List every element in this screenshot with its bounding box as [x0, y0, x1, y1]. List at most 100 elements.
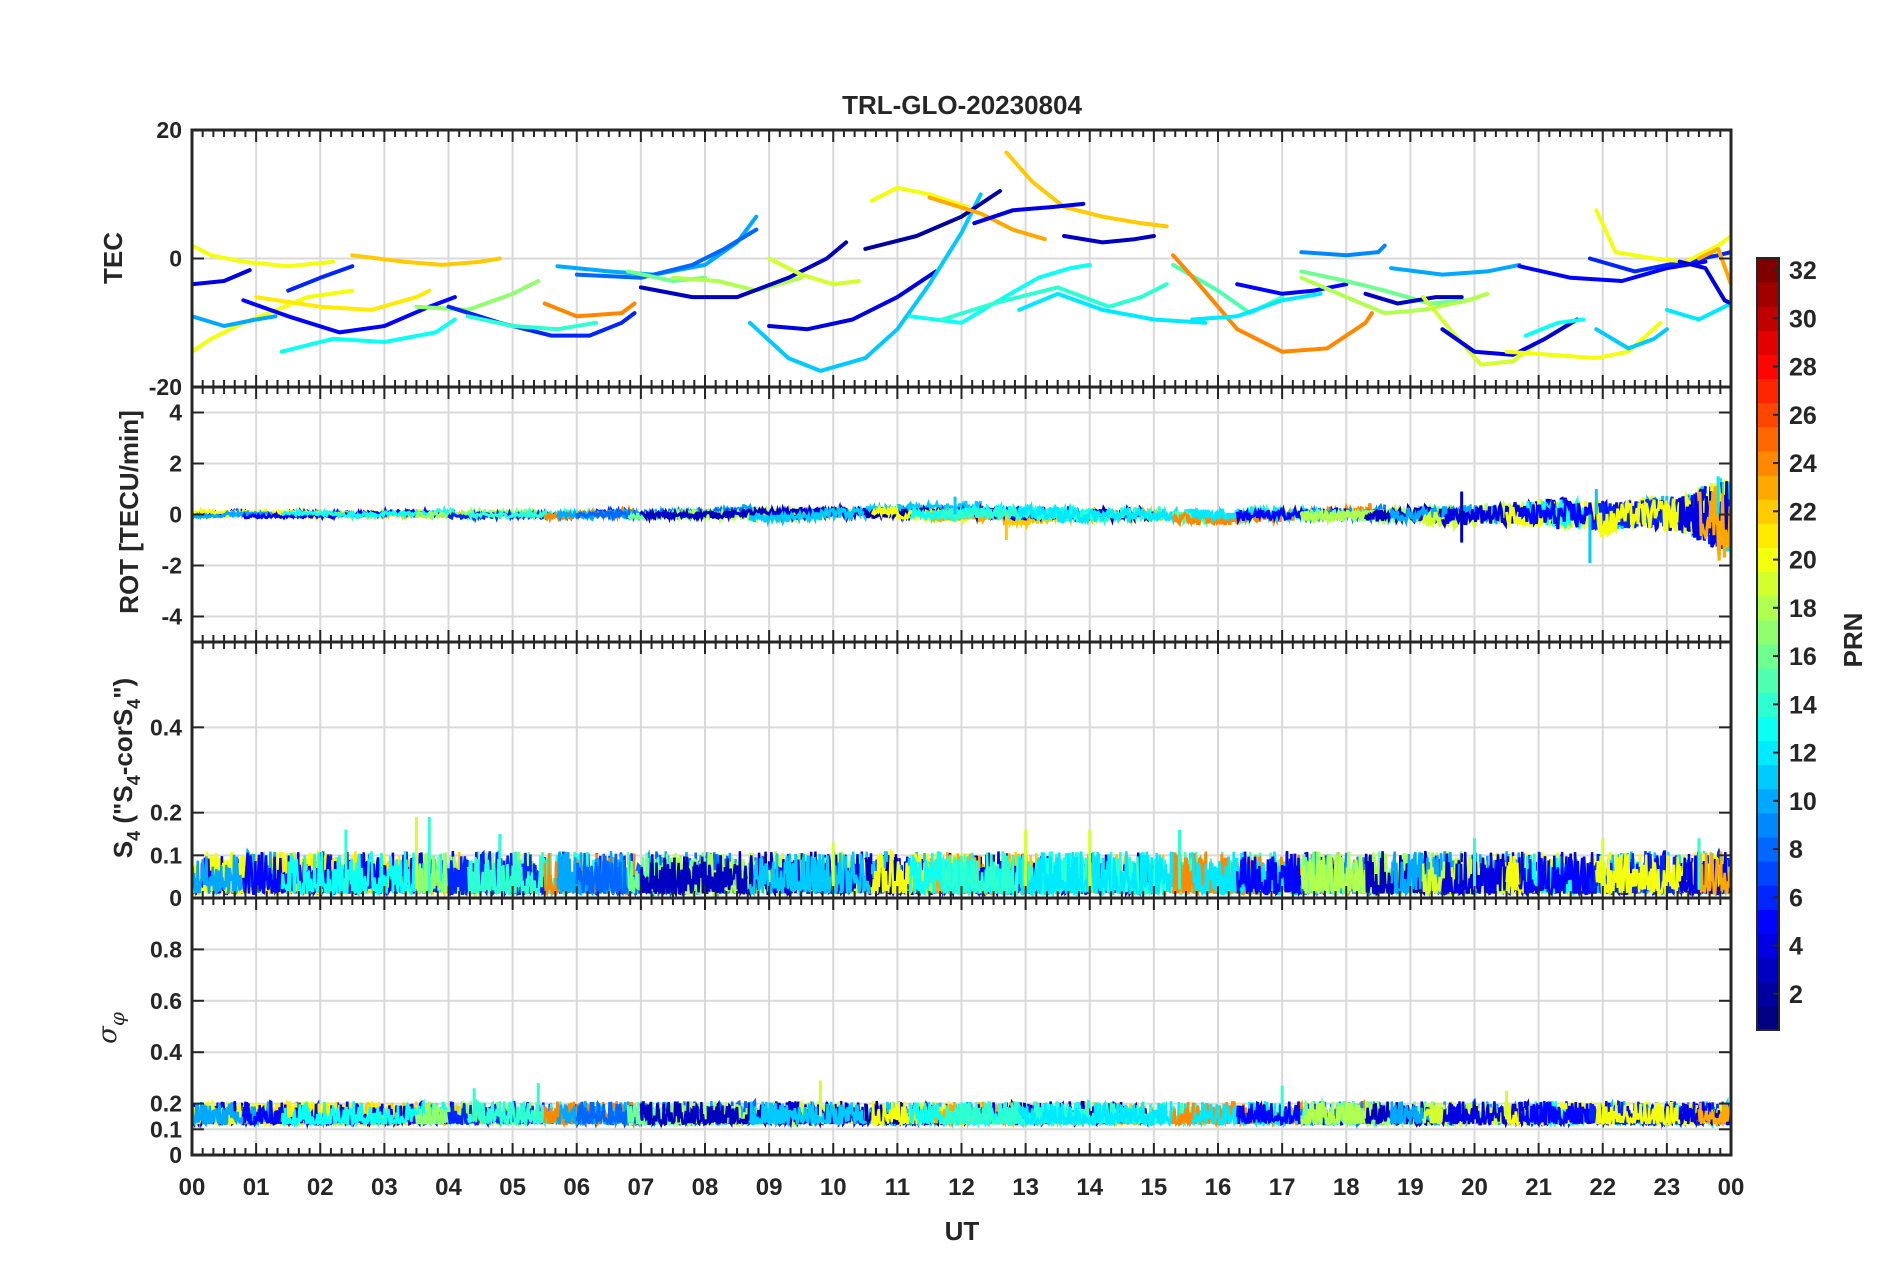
- s4-label-main: S: [108, 841, 138, 858]
- tec-track-prn-16-35: [1299, 269, 1471, 306]
- tec-track-prn-21-5: [254, 288, 432, 312]
- colorbar-tick-label-16: 16: [1789, 643, 1817, 671]
- colorbar-tick-label-10: 10: [1789, 788, 1817, 816]
- xtick-label-11: 11: [885, 1174, 910, 1201]
- tec-track-prn-12-32: [1190, 291, 1323, 322]
- colorbar-step-17: [1757, 619, 1779, 645]
- s4-label-sub: 4: [124, 831, 144, 841]
- colorbar-step-18: [1757, 595, 1779, 621]
- xtick-label-20: 20: [1461, 1174, 1488, 1201]
- colorbar-step-13: [1757, 716, 1779, 741]
- tec-track-prn-10-6: [192, 314, 278, 328]
- s4-label-rest: ("S: [108, 785, 138, 831]
- ytick-label-sigma_phi-1: 0.1: [150, 1116, 182, 1142]
- tec-track-prn-18-16: [670, 275, 804, 293]
- data-tec: [192, 150, 1731, 373]
- tec-track-prn-10-38: [1389, 262, 1522, 277]
- colorbar-step-24: [1757, 451, 1779, 476]
- tec-track-prn-4-25: [972, 201, 1086, 226]
- xtick-label-0: 00: [179, 1174, 206, 1201]
- colorbar-tick-label-30: 30: [1789, 305, 1817, 333]
- colorbar-step-25: [1757, 426, 1779, 452]
- colorbar-step-30: [1757, 306, 1779, 331]
- xtick-label-7: 07: [628, 1174, 655, 1201]
- s4-label-end: "): [108, 678, 138, 699]
- tec-track-prn-20-41: [1504, 320, 1663, 361]
- tec-track-prn-5-33: [1235, 282, 1349, 296]
- colorbar-step-20: [1757, 547, 1779, 573]
- ytick-label-sigma_phi-3: 0.4: [150, 1039, 182, 1065]
- xtick-label-24: 00: [1718, 1174, 1745, 1201]
- colorbar-step-14: [1757, 692, 1779, 717]
- colorbar-tick-label-2: 2: [1789, 981, 1803, 1009]
- x-axis: 00 01 02 03 04 05 06 07 08 09 10 11 12 13 14 15 16 17 18 19…: [179, 1174, 1745, 1201]
- colorbar-step-4: [1757, 933, 1779, 959]
- xtick-label-3: 03: [371, 1174, 398, 1201]
- tec-track-prn-20-0: [192, 243, 336, 269]
- colorbar-step-26: [1757, 402, 1779, 428]
- colorbar-tick-label-26: 26: [1789, 402, 1817, 430]
- xtick-label-8: 08: [692, 1174, 719, 1201]
- ytick-label-s4-2: 0.2: [150, 800, 182, 826]
- colorbar-step-5: [1757, 909, 1779, 934]
- s4-label-rest2: -corS: [108, 709, 138, 775]
- tec-track-prn-4-48: [1677, 259, 1731, 306]
- s4-trace-prn-5-7: [242, 851, 457, 898]
- xtick-label-1: 01: [243, 1174, 270, 1201]
- xtick-label-10: 10: [820, 1174, 847, 1201]
- tec-track-prn-3-26: [1062, 234, 1156, 245]
- tec-track-prn-13-27: [908, 262, 1092, 325]
- s4-label-sub3: 4: [124, 699, 144, 709]
- tec-track-prn-6-46: [1587, 250, 1731, 274]
- ytick-label-s4-1: 0.1: [150, 842, 182, 868]
- tec-track-prn-2-21: [863, 189, 1002, 251]
- xtick-label-6: 06: [563, 1174, 590, 1201]
- rot-trace-prn-13-8: [280, 504, 457, 522]
- colorbar-tick-label-4: 4: [1789, 933, 1803, 961]
- tec-track-prn-12-44: [1664, 301, 1731, 322]
- colorbar-step-23: [1757, 475, 1779, 500]
- xtick-label-4: 04: [435, 1174, 462, 1201]
- y-label-tec: TEC: [98, 232, 128, 284]
- colorbar-step-21: [1757, 523, 1779, 548]
- ytick-label-rot-1: -2: [162, 553, 182, 579]
- ytick-label-sigma_phi-2: 0.2: [150, 1091, 182, 1117]
- ytick-label-rot-4: 4: [169, 400, 182, 426]
- data-rot: [192, 476, 1731, 563]
- colorbar-tick-label-32: 32: [1789, 257, 1817, 285]
- colorbar-step-12: [1757, 740, 1779, 766]
- colorbar-step-9: [1757, 812, 1779, 838]
- data-sigma_phi: [192, 1080, 1731, 1130]
- tec-track-prn-13-42: [1523, 317, 1586, 338]
- tec-track-prn-3-17: [638, 240, 849, 300]
- tec-track-prn-24-31: [1171, 253, 1374, 354]
- tec-track-prn-11-43: [1594, 327, 1669, 351]
- tec-track-prn-14-28: [940, 282, 1169, 322]
- chart-title: TRL-GLO-20230804: [842, 90, 1082, 120]
- tec-track-prn-18-36: [1299, 275, 1490, 316]
- colorbar-step-29: [1757, 330, 1779, 355]
- tec-track-prn-22-24: [1004, 150, 1169, 229]
- colorbar-step-8: [1757, 837, 1779, 862]
- xtick-label-9: 09: [756, 1174, 783, 1201]
- colorbar-step-27: [1757, 378, 1779, 404]
- colorbar-tick-label-8: 8: [1789, 836, 1803, 864]
- colorbar-tick-label-24: 24: [1789, 450, 1817, 478]
- tec-track-prn-5-7: [241, 295, 457, 335]
- ytick-label-sigma_phi-4: 0.6: [150, 988, 182, 1014]
- tec-track-prn-24-12: [542, 301, 637, 319]
- xtick-label-21: 21: [1525, 1174, 1552, 1201]
- ytick-label-rot-2: 0: [169, 502, 182, 528]
- ytick-label-tec-2: 20: [156, 117, 182, 143]
- tec-track-prn-12-29: [1017, 291, 1208, 325]
- colorbar-border: [1756, 257, 1780, 1031]
- sigma_phi-trace-prn-14-11: [466, 1098, 598, 1129]
- x-axis-label: UT: [945, 1216, 980, 1246]
- xtick-label-16: 16: [1205, 1174, 1232, 1201]
- s4-trace-prn-23-49: [1697, 851, 1731, 897]
- colorbar-step-15: [1757, 668, 1779, 693]
- xtick-label-15: 15: [1141, 1174, 1168, 1201]
- tec-track-prn-17-9: [414, 279, 541, 312]
